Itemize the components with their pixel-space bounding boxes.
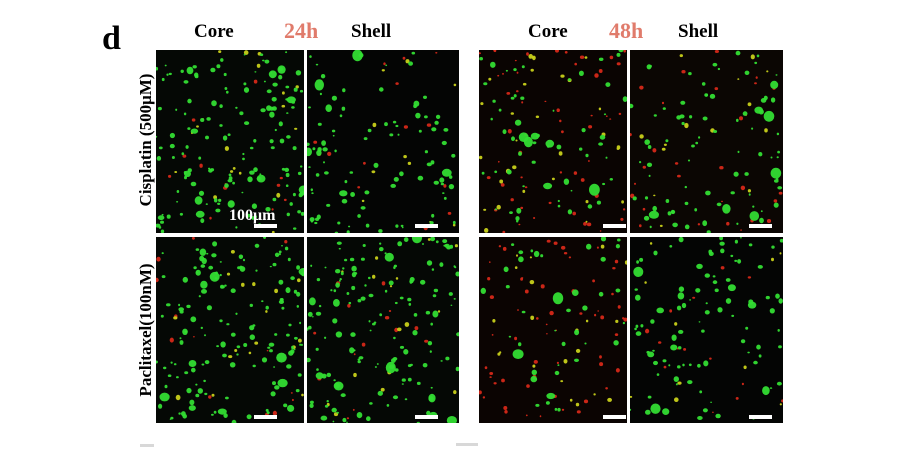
column-label-shell-48h: Shell [678, 21, 719, 42]
scale-bar [415, 224, 438, 228]
row-label-paclitaxel: Paclitaxel(100nM) [136, 263, 155, 397]
scale-bar-label: 100μm [229, 207, 276, 224]
panel-cisplatin-48h-shell [630, 50, 783, 233]
crop-artifact [456, 443, 478, 446]
micrograph [479, 50, 627, 233]
panel-paclitaxel-48h-shell [630, 237, 783, 423]
micrograph [630, 50, 783, 233]
scale-bar [603, 224, 626, 228]
micrograph [630, 237, 783, 423]
row-label-cisplatin: Cisplatin (500μM) [136, 73, 155, 207]
scale-bar [415, 415, 438, 419]
time-label-24h: 24h [284, 18, 319, 43]
scale-bar [254, 224, 277, 228]
panel-letter: d [102, 20, 121, 57]
column-label-shell-24h: Shell [351, 21, 392, 42]
micrograph [307, 50, 459, 233]
crop-artifact [140, 444, 154, 447]
time-label-48h: 48h [609, 18, 644, 43]
micrograph [156, 237, 304, 423]
micrograph [156, 50, 304, 233]
panel-cisplatin-24h-shell [307, 50, 459, 233]
scale-bar [749, 224, 772, 228]
scale-bar [749, 415, 772, 419]
panel-paclitaxel-24h-core [156, 237, 304, 423]
column-label-core-48h: Core [528, 21, 568, 42]
scale-bar [254, 415, 277, 419]
panel-paclitaxel-48h-core [479, 237, 627, 423]
column-label-core-24h: Core [194, 21, 234, 42]
scale-bar [603, 415, 626, 419]
panel-paclitaxel-24h-shell [307, 237, 459, 423]
micrograph [307, 237, 459, 423]
panel-cisplatin-48h-core [479, 50, 627, 233]
panel-cisplatin-24h-core [156, 50, 304, 233]
micrograph [479, 237, 627, 423]
